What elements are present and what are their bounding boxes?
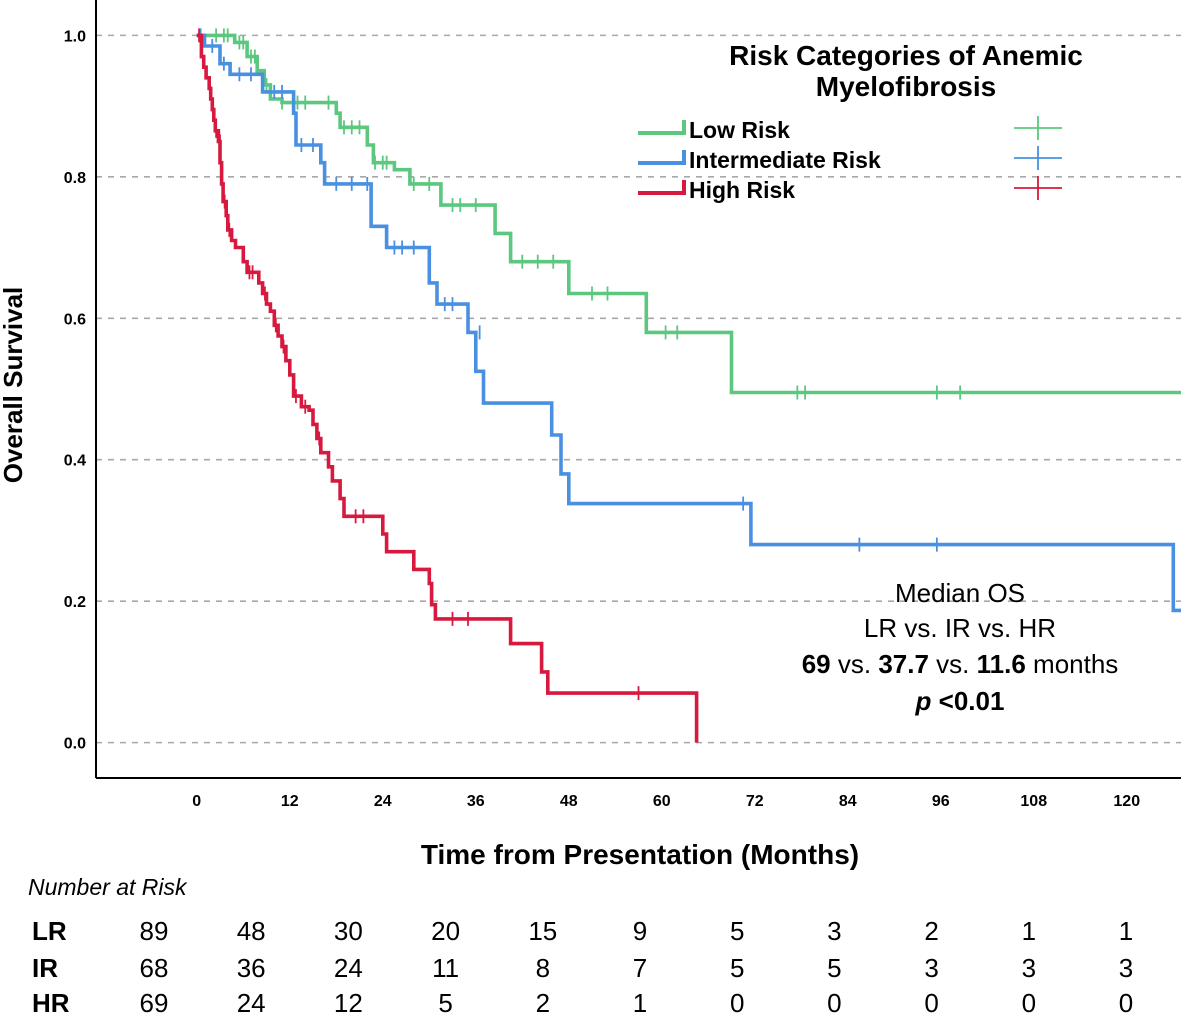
- x-tick-label: 72: [746, 793, 764, 810]
- x-tick-label: 24: [374, 793, 392, 810]
- risk-cell: 8: [535, 953, 551, 983]
- risk-cell: 3: [924, 953, 939, 983]
- y-axis-title: Overall Survival: [0, 287, 28, 484]
- y-tick-label: 1.0: [64, 28, 86, 45]
- series-line-high-risk: [196, 33, 699, 743]
- risk-cell: 0: [1118, 988, 1134, 1018]
- x-tick-label: 60: [653, 793, 671, 810]
- risk-cell: 48: [236, 916, 266, 946]
- risk-cell: 30: [333, 916, 363, 946]
- risk-cell: 0: [827, 988, 842, 1018]
- risk-cell: 24: [333, 953, 363, 983]
- risk-row-lr: LR 89 48 30 20 15 9 5 3 2 1 1: [0, 916, 1181, 950]
- number-at-risk-label: Number at Risk: [28, 874, 187, 900]
- risk-cell: 3: [1118, 953, 1134, 983]
- y-tick-label: 0.6: [64, 311, 86, 328]
- risk-cell: 5: [729, 916, 745, 946]
- legend-swatch-high-risk: [638, 180, 686, 195]
- risk-row-label: LR: [32, 916, 67, 946]
- risk-cell: 69: [139, 988, 169, 1018]
- risk-row-label: IR: [32, 953, 58, 983]
- risk-cell: 0: [729, 988, 745, 1018]
- risk-cell: 68: [139, 953, 169, 983]
- legend-label-low-risk: Low Risk: [689, 117, 790, 143]
- series-line-low-risk: [196, 33, 1181, 395]
- risk-cell: 7: [632, 953, 648, 983]
- months-unit: months: [1033, 649, 1119, 679]
- risk-cell: 89: [139, 916, 169, 946]
- risk-cell: 2: [535, 988, 551, 1018]
- x-tick-label: 36: [467, 793, 485, 810]
- series-layer: [196, 28, 1181, 743]
- risk-row-ir: IR 68 36 24 11 8 7 5 5 3 3 3: [0, 953, 1181, 987]
- legend-swatch-intermediate-risk: [638, 150, 686, 165]
- risk-cell: 1: [1118, 916, 1134, 946]
- vs-separator-1: vs.: [837, 649, 872, 679]
- risk-cell: 9: [632, 916, 648, 946]
- x-tick-label: 0: [192, 793, 201, 810]
- legend-title-line-1: Risk Categories of Anemic: [729, 40, 1083, 71]
- p-symbol: p: [915, 686, 932, 716]
- median-os-comparison: LR vs. IR vs. HR: [863, 613, 1057, 643]
- x-tick-label: 96: [932, 793, 950, 810]
- survival-chart: 0.0 0.2 0.4 0.6 0.8 1.0 0 12 24 36 48 60 72 84 96 108 1…: [0, 0, 1181, 870]
- risk-row-hr: HR 69 24 12 5 2 1 0 0 0 0 0: [0, 988, 1181, 1022]
- legend-label-high-risk: High Risk: [689, 177, 795, 203]
- vs-separator-2: vs.: [936, 649, 970, 679]
- y-tick-label: 0.2: [64, 594, 86, 611]
- median-os-title: Median OS: [894, 578, 1026, 608]
- legend-item-low-risk: Low Risk: [638, 116, 1062, 143]
- x-tick-label: 120: [1113, 793, 1140, 810]
- median-os-values: 69 vs. 37.7 vs. 11.6 months: [700, 649, 1181, 680]
- risk-cell: 3: [827, 916, 842, 946]
- risk-cell: 1: [632, 988, 648, 1018]
- p-value-number: <0.01: [938, 686, 1005, 716]
- median-lr: 69: [801, 649, 831, 679]
- legend-title-line-2: Myelofibrosis: [816, 71, 996, 102]
- risk-cell: 11: [432, 953, 460, 983]
- legend-swatch-low-risk: [638, 120, 686, 135]
- grid-lines: [96, 34, 1181, 744]
- x-tick-label: 84: [839, 793, 857, 810]
- risk-row-label: HR: [32, 988, 70, 1018]
- y-tick-label: 0.4: [64, 453, 86, 470]
- risk-cell: 3: [1021, 953, 1037, 983]
- p-value: p <0.01: [700, 686, 1181, 717]
- y-tick-label: 0.8: [64, 170, 86, 187]
- y-tick-label: 0.0: [64, 736, 86, 753]
- legend-item-intermediate-risk: Intermediate Risk: [638, 146, 1062, 173]
- axes: [95, 0, 1181, 779]
- legend: Risk Categories of Anemic Myelofibrosis …: [638, 40, 1083, 203]
- risk-cell: 5: [827, 953, 842, 983]
- y-tick-labels: 0.0 0.2 0.4 0.6 0.8 1.0: [64, 28, 86, 752]
- legend-items: Low Risk Intermediate Risk High Risk: [638, 116, 1062, 203]
- x-tick-label: 48: [560, 793, 578, 810]
- risk-cell: 0: [924, 988, 939, 1018]
- x-tick-labels: 0 12 24 36 48 60 72 84 96 108 120: [192, 793, 1140, 810]
- series-line-intermediate-risk: [196, 33, 1181, 613]
- legend-item-high-risk: High Risk: [638, 176, 1062, 203]
- x-axis-title: Time from Presentation (Months): [421, 839, 859, 870]
- median-hr: 11.6: [976, 649, 1026, 679]
- x-tick-label: 108: [1020, 793, 1047, 810]
- risk-cell: 36: [236, 953, 266, 983]
- legend-label-intermediate-risk: Intermediate Risk: [689, 147, 881, 173]
- x-tick-label: 12: [281, 793, 299, 810]
- risk-cell: 0: [1021, 988, 1037, 1018]
- risk-cell: 1: [1021, 916, 1037, 946]
- risk-cell: 20: [431, 916, 461, 946]
- risk-cell: 5: [729, 953, 745, 983]
- risk-cell: 24: [236, 988, 266, 1018]
- risk-cell: 15: [528, 916, 558, 946]
- risk-cell: 12: [333, 988, 363, 1018]
- risk-cell: 2: [924, 916, 939, 946]
- median-ir: 37.7: [878, 649, 929, 679]
- risk-cell: 5: [438, 988, 453, 1018]
